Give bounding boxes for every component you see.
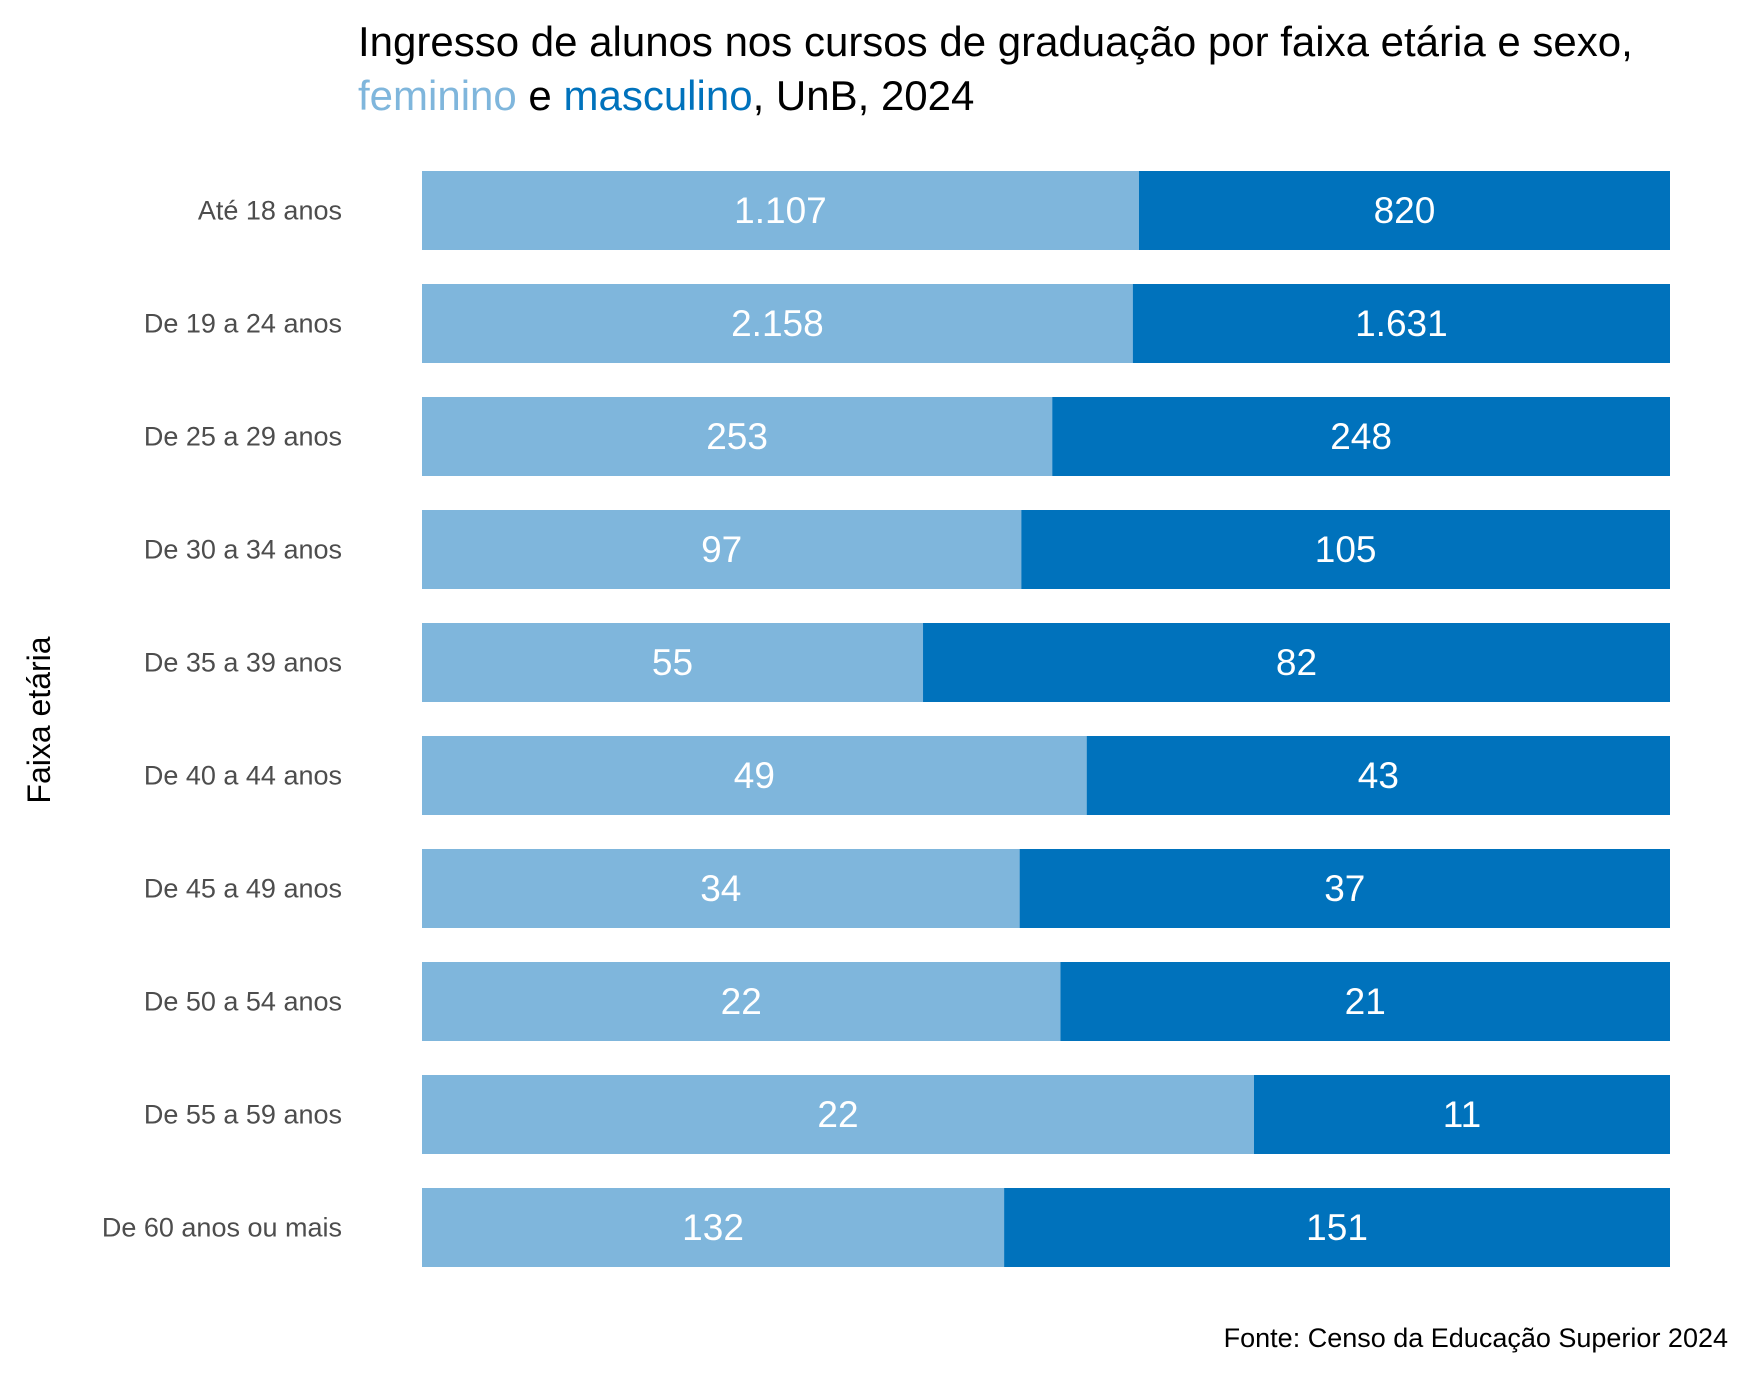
value-label-feminino-de-25-a-29-anos: 253 [706, 416, 768, 457]
bar-feminino-ate-18-anos [422, 171, 1139, 250]
title-rest: , UnB, 2024 [753, 72, 975, 119]
bar-feminino-de-40-a-44-anos [422, 736, 1087, 815]
bar-masculino-de-30-a-34-anos [1021, 510, 1670, 589]
category-labels-group: Até 18 anos De 19 a 24 anos De 25 a 29 ano… [102, 196, 342, 1243]
value-label-masculino-de-55-a-59-anos: 11 [1443, 1094, 1481, 1135]
source-caption: Fonte: Censo da Educação Superior 2024 [1224, 1323, 1728, 1353]
title-masculino-legend: masculino [563, 72, 752, 119]
value-label-feminino-de-55-a-59-anos: 22 [817, 1094, 858, 1135]
category-label-de-19-a-24-anos: De 19 a 24 anos [144, 309, 342, 339]
value-label-masculino-de-19-a-24-anos: 1.631 [1355, 303, 1448, 344]
value-label-feminino-de-30-a-34-anos: 97 [701, 529, 742, 570]
category-label-de-25-a-29-anos: De 25 a 29 anos [144, 422, 342, 452]
category-label-ate-18-anos: Até 18 anos [198, 196, 342, 226]
value-label-masculino-de-30-a-34-anos: 105 [1315, 529, 1377, 570]
chart-title-line2: feminino e masculino, UnB, 2024 [358, 72, 974, 119]
value-label-masculino-de-50-a-54-anos: 21 [1345, 981, 1386, 1022]
bar-feminino-de-45-a-49-anos [422, 849, 1020, 928]
category-label-de-45-a-49-anos: De 45 a 49 anos [144, 874, 342, 904]
category-label-de-30-a-34-anos: De 30 a 34 anos [144, 535, 342, 565]
category-label-de-40-a-44-anos: De 40 a 44 anos [144, 761, 342, 791]
bar-masculino-de-45-a-49-anos [1019, 849, 1670, 928]
bar-masculino-de-60-anos-ou-mais [1004, 1188, 1670, 1267]
value-label-masculino-de-25-a-29-anos: 248 [1330, 416, 1392, 457]
bar-feminino-de-50-a-54-anos [422, 962, 1061, 1041]
title-feminino-legend: feminino [358, 72, 517, 119]
value-label-feminino-de-40-a-44-anos: 49 [734, 755, 775, 796]
category-label-de-60-anos-ou-mais: De 60 anos ou mais [102, 1213, 342, 1243]
value-label-feminino-de-50-a-54-anos: 22 [721, 981, 762, 1022]
bar-masculino-de-25-a-29-anos [1052, 397, 1670, 476]
bar-feminino-de-19-a-24-anos [422, 284, 1133, 363]
value-labels-group: 1.107 820 2.158 1.631 253 248 97 105 55 82 49 43 34 3… [652, 190, 1481, 1248]
bar-feminino-de-55-a-59-anos [422, 1075, 1254, 1154]
bar-feminino-de-25-a-29-anos [422, 397, 1053, 476]
value-label-feminino-de-35-a-39-anos: 55 [652, 642, 693, 683]
bar-feminino-de-35-a-39-anos [422, 623, 924, 702]
value-label-masculino-de-45-a-49-anos: 37 [1324, 868, 1365, 909]
value-label-feminino-de-45-a-49-anos: 34 [700, 868, 741, 909]
bar-masculino-de-50-a-54-anos [1060, 962, 1670, 1041]
value-label-masculino-de-40-a-44-anos: 43 [1358, 755, 1399, 796]
bar-masculino-de-55-a-59-anos [1254, 1075, 1670, 1154]
category-label-de-55-a-59-anos: De 55 a 59 anos [144, 1100, 342, 1130]
y-axis-label: Faixa etária [21, 636, 57, 803]
bar-masculino-de-19-a-24-anos [1132, 284, 1670, 363]
value-label-masculino-ate-18-anos: 820 [1374, 190, 1436, 231]
bars-group [422, 171, 1670, 1267]
title-connector: e [517, 72, 564, 119]
category-label-de-35-a-39-anos: De 35 a 39 anos [144, 648, 342, 678]
value-label-feminino-de-19-a-24-anos: 2.158 [731, 303, 824, 344]
value-label-masculino-de-35-a-39-anos: 82 [1276, 642, 1317, 683]
bar-masculino-de-40-a-44-anos [1086, 736, 1670, 815]
bar-masculino-de-35-a-39-anos [923, 623, 1670, 702]
chart-title-line1: Ingresso de alunos nos cursos de graduaç… [358, 18, 1633, 65]
bar-masculino-ate-18-anos [1138, 171, 1670, 250]
bar-feminino-de-60-anos-ou-mais [422, 1188, 1005, 1267]
bar-feminino-de-30-a-34-anos [422, 510, 1022, 589]
value-label-masculino-de-60-anos-ou-mais: 151 [1306, 1207, 1368, 1248]
category-label-de-50-a-54-anos: De 50 a 54 anos [144, 987, 342, 1017]
value-label-feminino-ate-18-anos: 1.107 [734, 190, 827, 231]
value-label-feminino-de-60-anos-ou-mais: 132 [682, 1207, 744, 1248]
